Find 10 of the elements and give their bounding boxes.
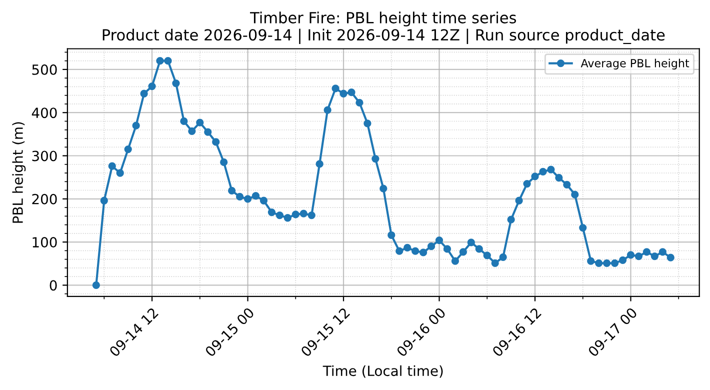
chart-title: Timber Fire: PBL height time series Product date 2026-09-14 | Init 2026-09-14 12Z | Run source product_date xyxy=(102,12,665,44)
y-tick-label: 200 xyxy=(32,194,57,204)
y-tick-label: 500 xyxy=(32,64,57,75)
y-tick-label: 300 xyxy=(32,150,57,162)
y-tick-label: 100 xyxy=(32,237,57,248)
y-tick-label: 0 xyxy=(50,280,57,291)
y-axis-title: PBL height (m) xyxy=(12,122,26,223)
legend-label: Average PBL height xyxy=(580,58,690,70)
x-axis-title: Time (Local time) xyxy=(322,365,443,378)
y-tick-label: 400 xyxy=(32,108,57,118)
